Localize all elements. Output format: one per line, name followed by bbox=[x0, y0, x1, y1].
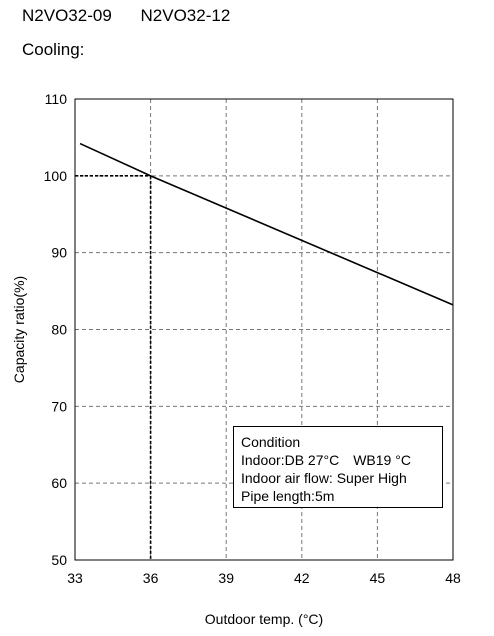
x-tick-label: 39 bbox=[218, 570, 234, 586]
condition-pipe: Pipe length:5m bbox=[241, 488, 335, 504]
y-tick-label: 110 bbox=[45, 91, 68, 107]
section-title: Cooling: bbox=[22, 40, 85, 59]
x-tick-label: 42 bbox=[294, 570, 310, 586]
condition-indoor-row: Indoor:DB 27°C WB19 °C bbox=[241, 451, 442, 469]
y-tick-label: 80 bbox=[51, 322, 67, 338]
plot-frame bbox=[74, 98, 454, 561]
model-name-2: N2VO32-12 bbox=[140, 6, 231, 25]
capacity-line bbox=[79, 142, 454, 306]
series-lines bbox=[75, 142, 454, 560]
model-names: N2VO32-09 N2VO32-12 bbox=[22, 6, 254, 26]
x-axis-label: Outdoor temp. (°C) bbox=[205, 611, 323, 627]
x-tick-label: 45 bbox=[370, 570, 386, 586]
condition-indoor: Indoor:DB 27°C bbox=[241, 452, 340, 468]
model-name-1: N2VO32-09 bbox=[22, 6, 112, 25]
y-tick-label: 90 bbox=[51, 245, 67, 261]
y-axis-label: Capacity ratio(%) bbox=[11, 276, 27, 383]
x-tick-label: 33 bbox=[67, 570, 83, 586]
condition-box: Condition Indoor:DB 27°C WB19 °C Indoor a… bbox=[233, 426, 443, 508]
tick-labels: 33 36 39 42 45 48 50 60 70 80 90 100 110 bbox=[44, 91, 461, 586]
y-tick-label: 50 bbox=[51, 552, 67, 568]
y-tick-label: 60 bbox=[51, 475, 67, 491]
y-tick-label: 70 bbox=[51, 398, 67, 414]
condition-wb: WB19 °C bbox=[353, 452, 411, 468]
condition-airflow: Indoor air flow: Super High bbox=[241, 470, 407, 486]
x-tick-label: 36 bbox=[143, 570, 159, 586]
x-tick-label: 48 bbox=[445, 570, 461, 586]
condition-title: Condition bbox=[241, 434, 301, 450]
y-tick-label: 100 bbox=[44, 168, 68, 184]
